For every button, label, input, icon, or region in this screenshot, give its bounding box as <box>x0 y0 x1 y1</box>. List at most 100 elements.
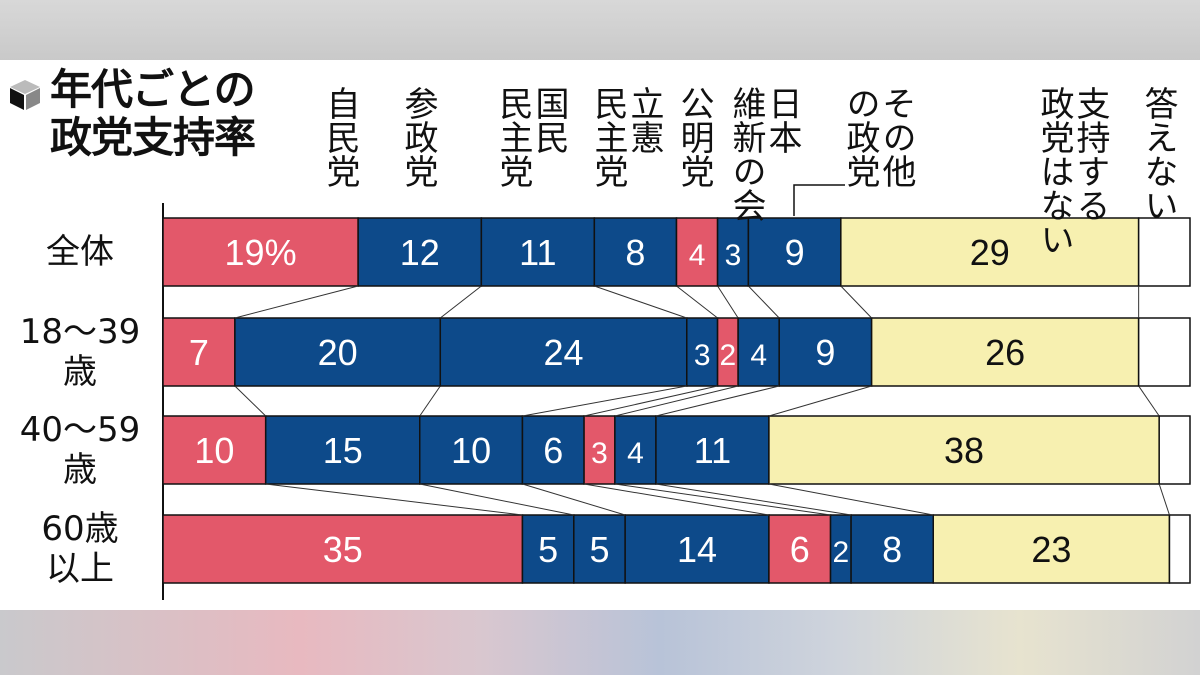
connector-line <box>655 385 780 417</box>
bar-segment <box>850 514 935 584</box>
data-label: 19% <box>225 232 297 273</box>
connector-line <box>1158 483 1170 516</box>
chart-title: 年代ごとの 政党支持率 <box>50 65 256 162</box>
data-label: 11 <box>694 430 731 471</box>
connector-line <box>419 483 574 516</box>
data-label: 14 <box>677 529 717 570</box>
connector-line <box>439 285 482 319</box>
data-label: 2 <box>832 536 849 569</box>
connector-line <box>522 385 687 417</box>
connector-line <box>234 385 267 417</box>
bar-segment <box>1137 217 1191 287</box>
bar-segment <box>768 514 832 584</box>
bar-segment <box>573 514 626 584</box>
data-label: 26 <box>985 332 1025 373</box>
connector-line <box>265 483 523 516</box>
connector-line <box>768 483 934 516</box>
bar-segment <box>1158 415 1191 485</box>
bar-segment <box>593 217 678 287</box>
connector-line <box>676 285 718 319</box>
bar-segment <box>932 514 1171 584</box>
data-label: 5 <box>589 529 609 570</box>
data-label: 35 <box>323 529 363 570</box>
data-label: 9 <box>785 232 805 273</box>
connector-line <box>583 385 718 417</box>
connector-line <box>768 385 872 417</box>
legend-label: 国民 民主党 <box>493 86 569 188</box>
legend-label: 自民党 <box>320 86 360 188</box>
legend-label: 支持する 政党はない <box>1034 86 1110 256</box>
legend-label: 立憲 民主党 <box>588 86 664 188</box>
data-label: 4 <box>627 437 644 470</box>
bar-segment <box>439 317 688 387</box>
bar-segment <box>686 317 719 387</box>
bar-segment <box>419 415 524 485</box>
bar-segment <box>162 415 267 485</box>
connector-line <box>748 285 780 319</box>
data-label: 24 <box>544 332 584 373</box>
legend-label: その他 の政党 <box>840 86 916 188</box>
connector-line <box>522 483 626 516</box>
data-label: 4 <box>750 339 767 372</box>
data-label: 23 <box>1031 529 1071 570</box>
cube-icon <box>10 80 40 110</box>
bar-segment <box>747 217 842 287</box>
row-label: 40〜59 歳 <box>19 410 141 490</box>
data-label: 15 <box>323 430 363 471</box>
connector-line <box>419 385 441 417</box>
data-label: 10 <box>194 430 234 471</box>
leader-line <box>793 184 845 216</box>
connector-line <box>583 483 770 516</box>
connector-line <box>594 285 687 319</box>
bar-segment <box>778 317 873 387</box>
data-label: 4 <box>689 239 706 272</box>
data-label: 6 <box>543 430 563 471</box>
connector-line <box>234 285 359 319</box>
data-label: 10 <box>451 430 491 471</box>
legend-label: 公明党 <box>674 86 714 188</box>
bar-segment <box>234 317 442 387</box>
data-label: 3 <box>725 239 742 272</box>
row-label: 全体 <box>46 232 114 272</box>
data-label: 6 <box>790 529 810 570</box>
bar-segment <box>162 317 236 387</box>
connector-line <box>614 483 831 516</box>
bar-segment <box>521 415 585 485</box>
bar-segment <box>162 217 359 287</box>
connector-line <box>655 483 852 516</box>
bar-segment <box>480 217 596 287</box>
bar-segment <box>1168 514 1191 584</box>
data-label: 20 <box>318 332 358 373</box>
bar-segment <box>624 514 770 584</box>
row-label: 60歳 以上 <box>41 509 119 589</box>
top-band <box>0 0 1200 60</box>
bar-segment <box>1137 317 1191 387</box>
data-label: 9 <box>815 332 835 373</box>
bar-segment <box>768 415 1160 485</box>
data-label: 8 <box>625 232 645 273</box>
data-label: 7 <box>189 332 209 373</box>
connector-line <box>1138 385 1160 417</box>
bar-segment <box>840 217 1140 287</box>
bar-segment <box>737 317 780 387</box>
data-label: 38 <box>944 430 984 471</box>
data-label: 3 <box>694 339 711 372</box>
data-label: 29 <box>970 232 1010 273</box>
data-label: 12 <box>400 232 440 273</box>
bar-segment <box>521 514 575 584</box>
connector-line <box>614 385 739 417</box>
data-label: 11 <box>519 232 556 273</box>
connector-line <box>840 285 872 319</box>
connector-line <box>717 285 739 319</box>
legend-label: 答えない <box>1138 86 1178 222</box>
data-label: 8 <box>882 529 902 570</box>
bottom-band <box>0 610 1200 675</box>
data-label: 3 <box>591 437 608 470</box>
row-label: 18〜39 歳 <box>19 312 141 392</box>
legend-label: 日本 維新の会 <box>726 86 802 222</box>
bar-segment <box>162 514 524 584</box>
data-label: 2 <box>720 339 737 372</box>
bar-segment <box>716 217 750 287</box>
legend-label: 参政党 <box>398 86 438 188</box>
